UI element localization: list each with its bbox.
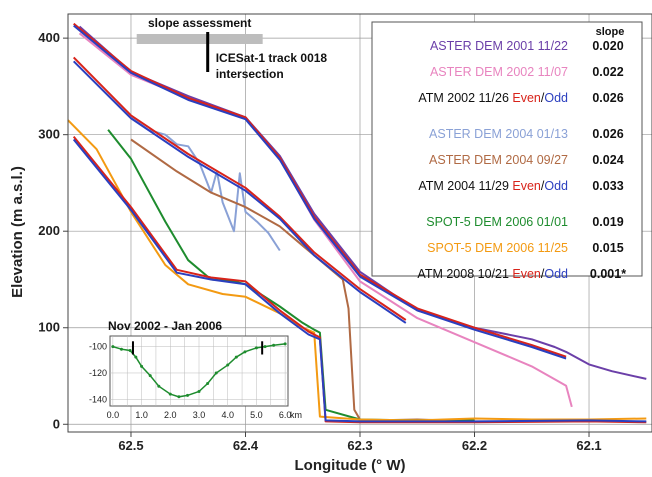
inset-data-point	[214, 371, 218, 375]
inset-data-point	[157, 384, 161, 388]
legend-entry-slope: 0.022	[592, 65, 623, 79]
inset-data-point	[140, 364, 144, 368]
inset-data-point	[197, 389, 201, 393]
inset-x-tick-label: 1.0	[135, 410, 148, 420]
x-axis-label: Longitude (° W)	[295, 457, 406, 474]
legend-entry-slope: 0.024	[592, 153, 623, 167]
inset-x-tick-label: 2.0	[164, 410, 177, 420]
series-line	[73, 24, 567, 360]
inset-data-point	[119, 347, 123, 351]
inset-x-tick-label: 5.0	[250, 410, 263, 420]
x-tick-label: 62.3	[347, 438, 372, 453]
legend-entry-slope: 0.026	[592, 127, 623, 141]
inset-series-line	[112, 343, 286, 398]
legend-entry-label: ATM 2002 11/26 Even/Odd	[418, 91, 568, 105]
series-line	[72, 60, 407, 324]
legend-entry-label: SPOT-5 DEM 2006 01/01	[426, 215, 568, 229]
inset-y-tick-label: -120	[89, 368, 107, 378]
legend-entry-label: ASTER DEM 2001 11/22	[430, 39, 568, 53]
inset-data-point	[111, 345, 115, 349]
y-tick-label: 300	[38, 127, 60, 142]
legend-entry-slope: 0.019	[592, 215, 623, 229]
axis-ticks: 62.5 62.4 62.3 62.2 62.1 0 100 200 300 400	[38, 30, 601, 453]
inset-series	[111, 341, 287, 399]
inset-data-point	[226, 363, 230, 367]
inset-y-tick-label: -100	[89, 342, 107, 352]
legend-entry-slope: 0.033	[592, 179, 623, 193]
legend-entry-label: ASTER DEM 2004 09/27	[429, 153, 568, 167]
icesat-track-label: ICESat-1 track 0018	[216, 51, 328, 65]
slope-assessment-label: slope assessment	[148, 16, 251, 30]
inset-x-tick-label: 3.0	[193, 410, 206, 420]
y-axis-label: Elevation (m a.s.l.)	[9, 166, 26, 298]
x-tick-label: 62.1	[576, 438, 601, 453]
icesat-intersection-label: intersection	[216, 67, 284, 81]
legend-entry-label: ATM 2004 11/29 Even/Odd	[418, 179, 568, 193]
x-tick-label: 62.5	[118, 438, 143, 453]
legend-entry-label: ATM 2008 10/21 Even/Odd	[417, 267, 568, 281]
x-tick-label: 62.2	[462, 438, 487, 453]
inset-data-point	[254, 346, 258, 350]
series-line	[72, 56, 407, 321]
legend-entry-label: ASTER DEM 2004 01/13	[429, 127, 568, 141]
slope-assessment-bar	[136, 34, 263, 44]
inset-data-point	[263, 345, 267, 349]
inset-data-point	[168, 392, 172, 396]
series-line	[72, 138, 647, 423]
y-tick-label: 100	[38, 320, 60, 335]
y-tick-label: 200	[38, 223, 60, 238]
inset-title: Nov 2002 - Jan 2006	[108, 319, 222, 333]
series-line	[107, 129, 475, 422]
inset-data-point	[283, 342, 287, 346]
slope-assessment-annotation: slope assessment ICESat-1 track 0018 int…	[136, 16, 328, 81]
legend-entry-slope: 0.001*	[590, 267, 626, 281]
legend-entry-slope: 0.020	[592, 39, 623, 53]
x-tick-label: 62.4	[233, 438, 259, 453]
series-line	[73, 22, 567, 358]
legend-entry-label: ASTER DEM 2002 11/07	[430, 65, 568, 79]
legend-entry-slope: 0.026	[592, 91, 623, 105]
inset-data-point	[148, 374, 152, 378]
inset-x-unit: km	[290, 410, 302, 420]
legend-box	[371, 21, 643, 277]
inset-data-point	[243, 350, 247, 354]
inset-data-point	[134, 355, 138, 359]
inset-x-tick-label: 4.0	[221, 410, 234, 420]
series-layer	[67, 22, 647, 424]
inset-y-tick-label: -140	[89, 394, 107, 404]
legend-slope-header: slope	[596, 26, 625, 38]
inset-data-point	[128, 349, 132, 353]
y-tick-label: 400	[38, 30, 60, 45]
legend-entry-slope: 0.015	[592, 241, 623, 255]
legend-entry-label: SPOT-5 DEM 2006 11/25	[427, 241, 568, 255]
inset-data-point	[272, 343, 276, 347]
inset-data-point	[186, 393, 190, 397]
inset-data-point	[234, 355, 238, 359]
inset-x-tick-label: 0.0	[107, 410, 120, 420]
inset-chart: Nov 2002 - Jan 2006 0.0 1.0 2.0 3.0 4.0 5.0 6.…	[89, 319, 302, 420]
legend: slope ASTER DEM 2001 11/22 0.020 ASTER DEM…	[371, 21, 643, 281]
inset-data-point	[206, 382, 210, 386]
inset-ticks: 0.0 1.0 2.0 3.0 4.0 5.0 6.0km -100 -120 -140	[89, 342, 302, 420]
inset-data-point	[177, 395, 181, 399]
inset-grid	[110, 336, 288, 406]
y-tick-label: 0	[53, 416, 60, 431]
inset-x-tick-label: 6.0	[279, 410, 292, 420]
